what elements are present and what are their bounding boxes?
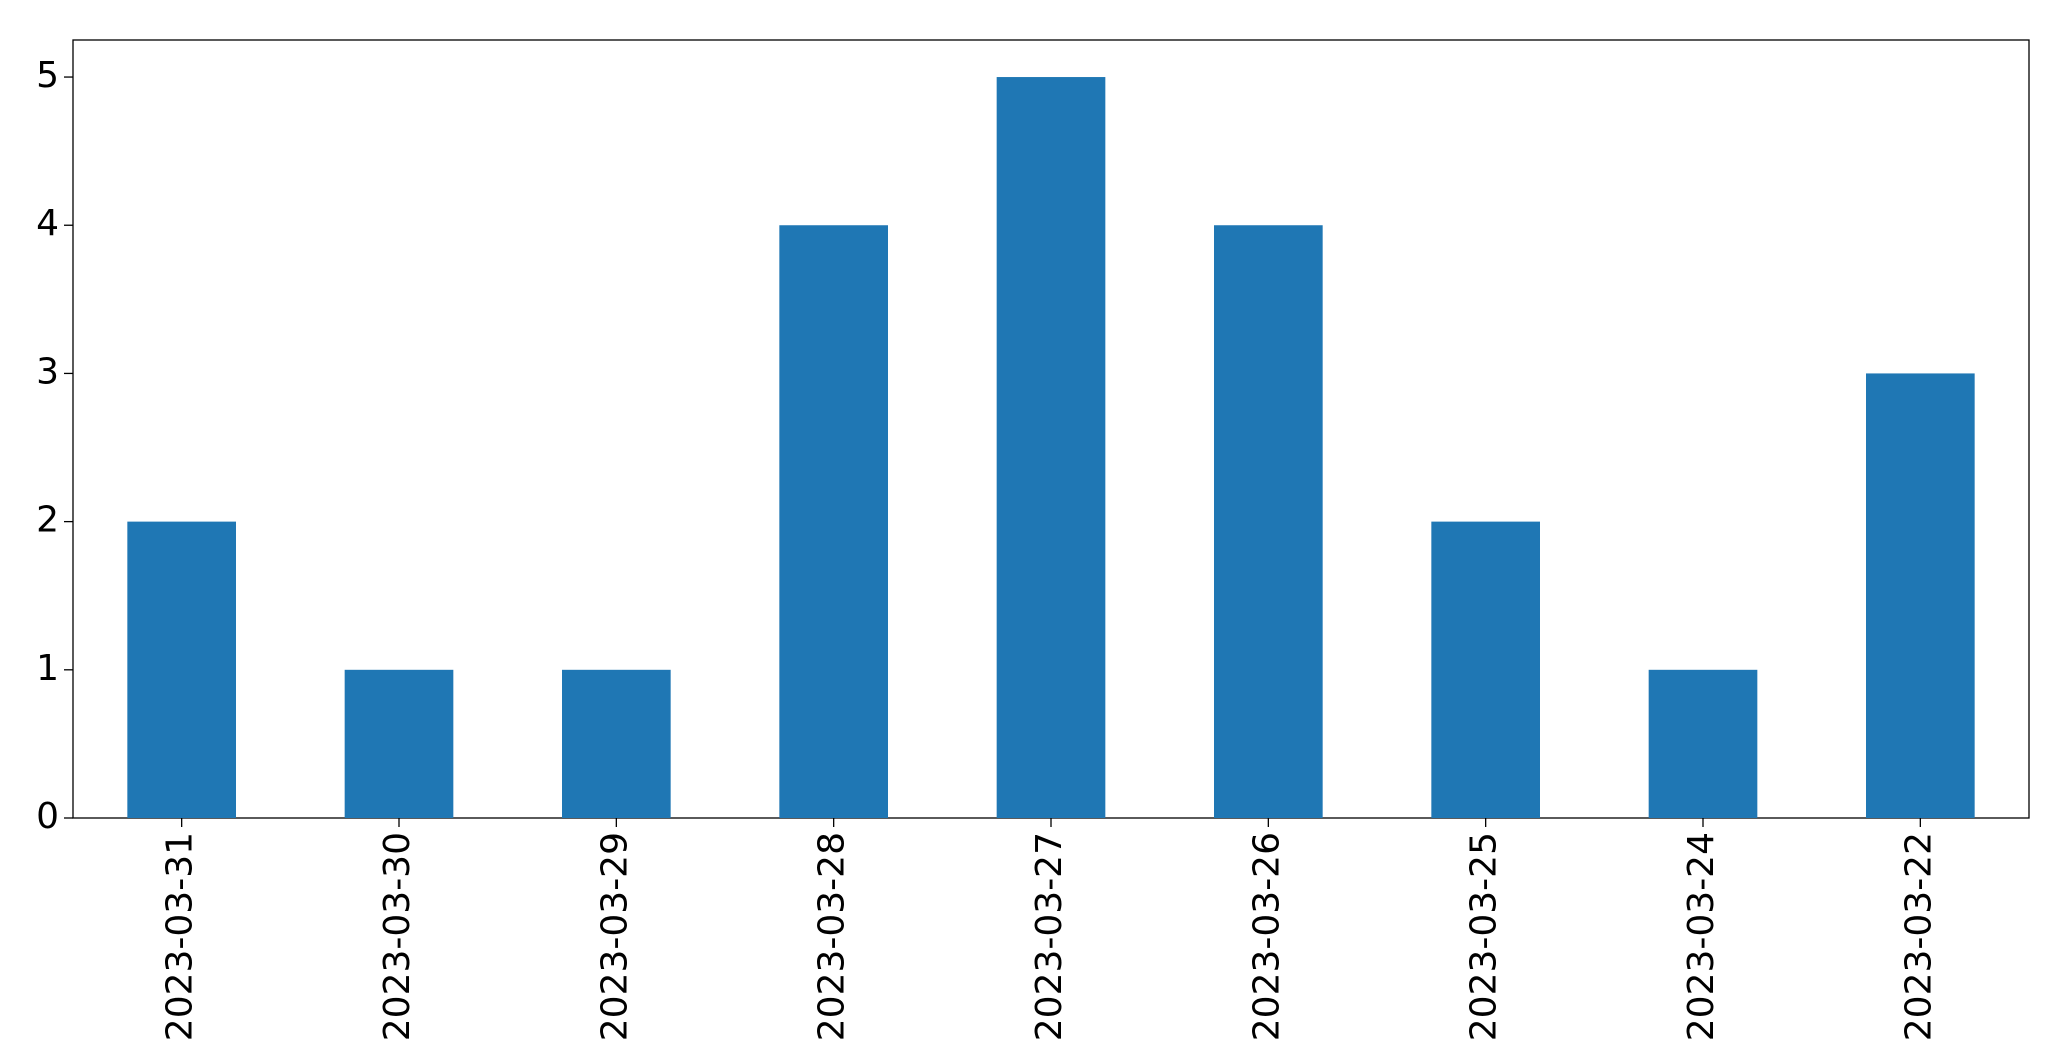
y-tick-label: 0 <box>36 796 59 837</box>
bar <box>1431 521 1540 818</box>
x-tick-label: 2023-03-24 <box>1681 832 1722 1041</box>
y-tick-label: 4 <box>36 203 59 244</box>
bar <box>1866 373 1975 818</box>
x-tick-label: 2023-03-30 <box>377 832 418 1041</box>
x-tick-label: 2023-03-22 <box>1898 832 1939 1041</box>
x-tick-label: 2023-03-31 <box>160 832 201 1041</box>
bar <box>1648 669 1758 818</box>
x-tick-label: 2023-03-25 <box>1464 832 1505 1041</box>
bar <box>127 521 236 818</box>
x-tick-label: 2023-03-29 <box>594 832 635 1041</box>
x-tick-label: 2023-03-27 <box>1029 832 1070 1041</box>
y-tick-label: 2 <box>36 500 59 541</box>
bar <box>779 225 888 818</box>
bar <box>344 669 454 818</box>
bar <box>996 77 1106 819</box>
x-tick-label: 2023-03-26 <box>1246 832 1287 1041</box>
bar <box>1214 225 1323 818</box>
y-tick-label: 5 <box>36 55 59 96</box>
bar <box>562 669 671 818</box>
y-tick-label: 1 <box>36 648 59 689</box>
y-tick-label: 3 <box>36 351 59 392</box>
x-tick-label: 2023-03-28 <box>812 832 853 1041</box>
